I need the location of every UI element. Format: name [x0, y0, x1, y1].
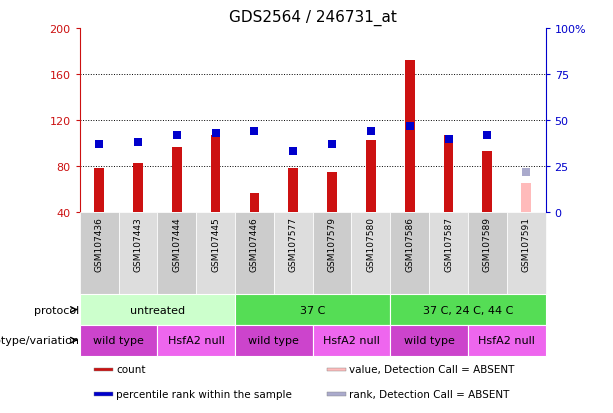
- Text: GSM107446: GSM107446: [250, 217, 259, 271]
- Text: wild type: wild type: [404, 335, 454, 345]
- Bar: [288, 169, 298, 213]
- Bar: [158, 213, 196, 294]
- Bar: [80, 294, 235, 325]
- Bar: [313, 325, 390, 356]
- Bar: [80, 325, 158, 356]
- Point: [211, 131, 221, 137]
- Text: HsfA2 null: HsfA2 null: [323, 335, 380, 345]
- Bar: [390, 325, 468, 356]
- Bar: [390, 294, 546, 325]
- Text: untreated: untreated: [130, 305, 185, 315]
- Bar: [118, 213, 158, 294]
- Bar: [468, 325, 546, 356]
- Bar: [405, 61, 414, 213]
- Point: [288, 149, 298, 155]
- Bar: [327, 173, 337, 213]
- Bar: [468, 213, 507, 294]
- Text: GSM107445: GSM107445: [211, 217, 220, 271]
- Text: rank, Detection Call = ABSENT: rank, Detection Call = ABSENT: [349, 389, 510, 399]
- Point: [172, 132, 181, 139]
- Bar: [390, 213, 429, 294]
- Text: count: count: [116, 364, 146, 375]
- Bar: [80, 213, 118, 294]
- Point: [521, 169, 531, 176]
- Point: [482, 132, 492, 139]
- Bar: [235, 294, 390, 325]
- Bar: [94, 368, 113, 371]
- Bar: [94, 392, 113, 396]
- Title: GDS2564 / 246731_at: GDS2564 / 246731_at: [229, 10, 397, 26]
- Bar: [133, 163, 143, 213]
- Bar: [482, 152, 492, 213]
- Bar: [327, 368, 346, 371]
- Point: [94, 141, 104, 148]
- Text: GSM107443: GSM107443: [134, 217, 142, 271]
- Bar: [158, 325, 235, 356]
- Bar: [444, 136, 454, 213]
- Text: HsfA2 null: HsfA2 null: [168, 335, 224, 345]
- Point: [249, 128, 259, 135]
- Text: GSM107586: GSM107586: [405, 217, 414, 272]
- Text: wild type: wild type: [93, 335, 144, 345]
- Text: genotype/variation: genotype/variation: [0, 335, 80, 345]
- Bar: [211, 136, 221, 213]
- Text: GSM107577: GSM107577: [289, 217, 298, 272]
- Text: 37 C, 24 C, 44 C: 37 C, 24 C, 44 C: [423, 305, 513, 315]
- Bar: [235, 213, 274, 294]
- Text: protocol: protocol: [34, 305, 80, 315]
- Bar: [429, 213, 468, 294]
- Point: [366, 128, 376, 135]
- Bar: [235, 325, 313, 356]
- Text: percentile rank within the sample: percentile rank within the sample: [116, 389, 292, 399]
- Bar: [507, 213, 546, 294]
- Text: wild type: wild type: [248, 335, 299, 345]
- Text: 37 C: 37 C: [300, 305, 326, 315]
- Text: GSM107591: GSM107591: [522, 217, 531, 272]
- Bar: [313, 213, 351, 294]
- Bar: [94, 169, 104, 213]
- Text: GSM107589: GSM107589: [483, 217, 492, 272]
- Text: value, Detection Call = ABSENT: value, Detection Call = ABSENT: [349, 364, 515, 375]
- Bar: [521, 184, 531, 213]
- Bar: [249, 193, 259, 213]
- Text: GSM107579: GSM107579: [327, 217, 337, 272]
- Text: GSM107436: GSM107436: [94, 217, 104, 272]
- Bar: [274, 213, 313, 294]
- Bar: [172, 147, 181, 213]
- Point: [327, 141, 337, 148]
- Text: HsfA2 null: HsfA2 null: [478, 335, 535, 345]
- Text: GSM107587: GSM107587: [444, 217, 453, 272]
- Point: [405, 123, 414, 130]
- Text: GSM107580: GSM107580: [367, 217, 375, 272]
- Point: [133, 140, 143, 146]
- Bar: [327, 392, 346, 396]
- Bar: [351, 213, 390, 294]
- Text: GSM107444: GSM107444: [172, 217, 181, 271]
- Point: [444, 136, 454, 142]
- Bar: [366, 140, 376, 213]
- Bar: [196, 213, 235, 294]
